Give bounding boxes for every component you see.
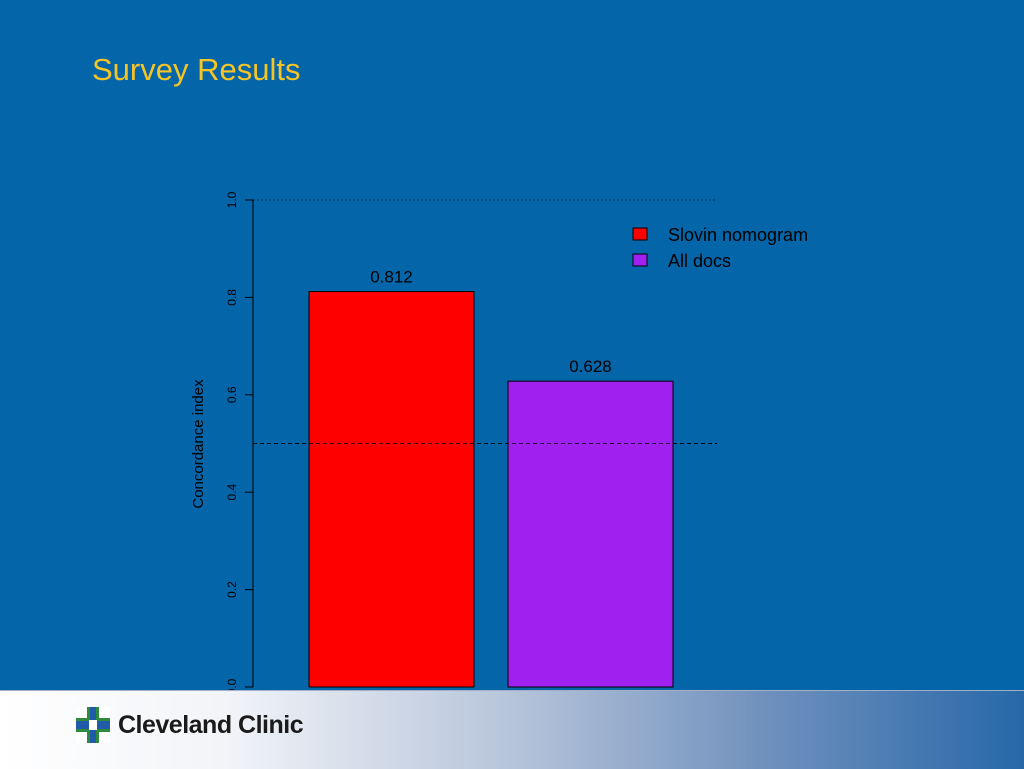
y-tick-label-5: 1.0 [225,191,239,208]
bar-value-label-0: 0.812 [370,268,413,287]
bar-chart: 0.0 0.2 0.4 0.6 0.8 1.0 0.812 0.628 Concordanc… [190,191,808,690]
bar-1 [507,380,674,688]
bar-value-label-1: 0.628 [569,357,612,376]
legend-swatch-0 [632,227,648,241]
cleveland-clinic-cross-icon [76,707,110,743]
y-tick-label-1: 0.2 [225,581,239,598]
legend: Slovin nomogram All docs [632,225,808,271]
y-tick-label-2: 0.4 [225,484,239,501]
y-tick-label-4: 0.8 [225,289,239,306]
cleveland-clinic-logo: Cleveland Clinic [76,707,304,743]
brand-name: Cleveland Clinic [118,710,304,739]
y-tick-label-0: 0.0 [225,678,239,690]
y-tick-label-3: 0.6 [225,386,239,403]
legend-label-1: All docs [668,251,731,271]
legend-label-0: Slovin nomogram [668,225,808,245]
footer-banner [0,690,1024,769]
slide-title: Survey Results [92,52,301,87]
legend-swatch-1 [632,253,648,267]
y-axis-label: Concordance index [190,379,207,509]
bar-0 [308,291,475,688]
